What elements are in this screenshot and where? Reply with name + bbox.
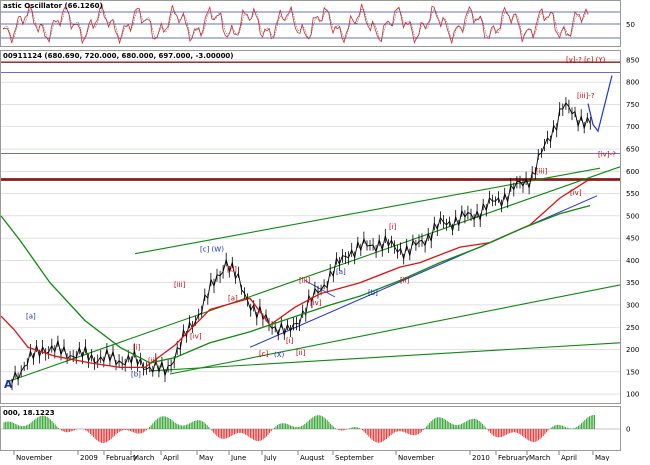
x-tick-label: April — [561, 454, 577, 461]
wave-label: [i] — [389, 223, 397, 231]
trend-lines — [7, 166, 621, 383]
macd-histogram: 0 — [1, 415, 630, 443]
y-tick-label: 650 — [626, 146, 639, 154]
stochastic-header: astic Oscillator (66.1260) — [3, 2, 103, 10]
x-tick-label: July — [263, 454, 277, 461]
stochastic-signal-line — [2, 7, 589, 41]
y-tick-label: 850 — [626, 56, 639, 64]
stochastic-oscillator: 50 — [1, 3, 635, 45]
y-tick-label: 300 — [626, 301, 639, 309]
wave-label: [ii] — [400, 277, 410, 285]
trend-line — [7, 166, 621, 383]
wave-label: [c] — [259, 350, 269, 358]
wave-label: [iv] — [190, 332, 202, 340]
y-tick-label: 700 — [626, 123, 639, 131]
y-tick-label: 100 — [626, 391, 639, 399]
x-tick-label: February — [498, 454, 529, 461]
price-y-axis: 100 150 200 250 300 350 400 450 500 550 600 650 700 7… — [626, 56, 639, 398]
x-tick-label: June — [230, 454, 246, 461]
y-tick-label: 250 — [626, 324, 639, 332]
wave-label: [i] — [286, 337, 294, 345]
moving-averages — [0, 179, 591, 369]
price-header: 00911124 (680.690, 720.000, 680.000, 697… — [3, 52, 234, 60]
x-tick-label: 2009 — [80, 454, 98, 461]
macd-header: 000, 18.1223 — [3, 409, 55, 417]
y-tick-label: 550 — [626, 190, 639, 198]
wave-label: [ii] — [148, 357, 158, 365]
projection-path — [587, 75, 613, 133]
wave-label: [a] — [26, 312, 36, 320]
y-tick-label: 500 — [626, 212, 639, 220]
x-tick-label: May — [199, 454, 213, 461]
price-line — [11, 101, 591, 384]
x-tick-label: March — [133, 454, 154, 461]
wave-label: [iii] — [536, 168, 548, 176]
x-tick-label: August — [300, 454, 325, 461]
trend-line — [134, 167, 601, 255]
trend-line — [169, 284, 621, 375]
price-gridlines — [1, 59, 620, 395]
x-tick-label: 2010 — [472, 454, 490, 461]
y-tick-label: 400 — [626, 257, 639, 265]
wave-label: [b] — [368, 289, 378, 297]
x-tick-label: April — [163, 454, 179, 461]
wave-label: (X) — [274, 351, 285, 359]
y-tick-label: 150 — [626, 368, 639, 376]
y-tick-label: 600 — [626, 168, 639, 176]
wave-labels: [a][b][i][ii][iii][iv][c] (W)[a][b][c] (X… — [26, 56, 616, 378]
stoch-tick-label: 50 — [626, 21, 635, 29]
projection-line — [587, 75, 613, 133]
wave-label: [a] — [228, 295, 238, 303]
wave-label: [iv] — [310, 299, 322, 307]
y-tick-label: 750 — [626, 101, 639, 109]
y-tick-label: 450 — [626, 235, 639, 243]
wave-label: [a] — [336, 268, 346, 276]
wave-label: [iii] — [299, 277, 311, 285]
macd-panel-frame — [0, 406, 621, 451]
wave-label: [iii] — [174, 281, 186, 289]
wave-label: [c] (W) — [200, 246, 224, 254]
x-tick-label: May — [595, 454, 609, 461]
macd-tick-label: 0 — [626, 426, 630, 434]
stochastic-panel-frame — [0, 0, 621, 47]
y-tick-label: 200 — [626, 346, 639, 354]
x-tick-label: November — [16, 454, 53, 461]
x-tick-label: November — [398, 454, 435, 461]
x-tick-label: March — [529, 454, 550, 461]
label-a: A — [4, 378, 13, 391]
wave-label: [iv]-? — [598, 151, 616, 159]
wave-label: [i] — [133, 344, 141, 352]
y-tick-label: 350 — [626, 279, 639, 287]
trend-line — [304, 280, 336, 298]
wave-label: [iv] — [570, 189, 582, 197]
wave-label: [iii]-? — [577, 92, 595, 100]
ma-green-line — [0, 204, 591, 364]
wave-label: [b] — [131, 370, 141, 378]
stochastic-line — [2, 3, 589, 45]
price-panel-frame — [0, 50, 621, 404]
trend-line — [149, 342, 621, 372]
y-tick-label: 800 — [626, 79, 639, 87]
x-tick-label: September — [335, 454, 374, 461]
wave-label: [v]-? [c] (Y) — [566, 56, 606, 64]
x-tick-label: February — [106, 454, 137, 461]
wave-label: [b] — [227, 266, 237, 274]
wave-label: [ii] — [296, 349, 306, 357]
